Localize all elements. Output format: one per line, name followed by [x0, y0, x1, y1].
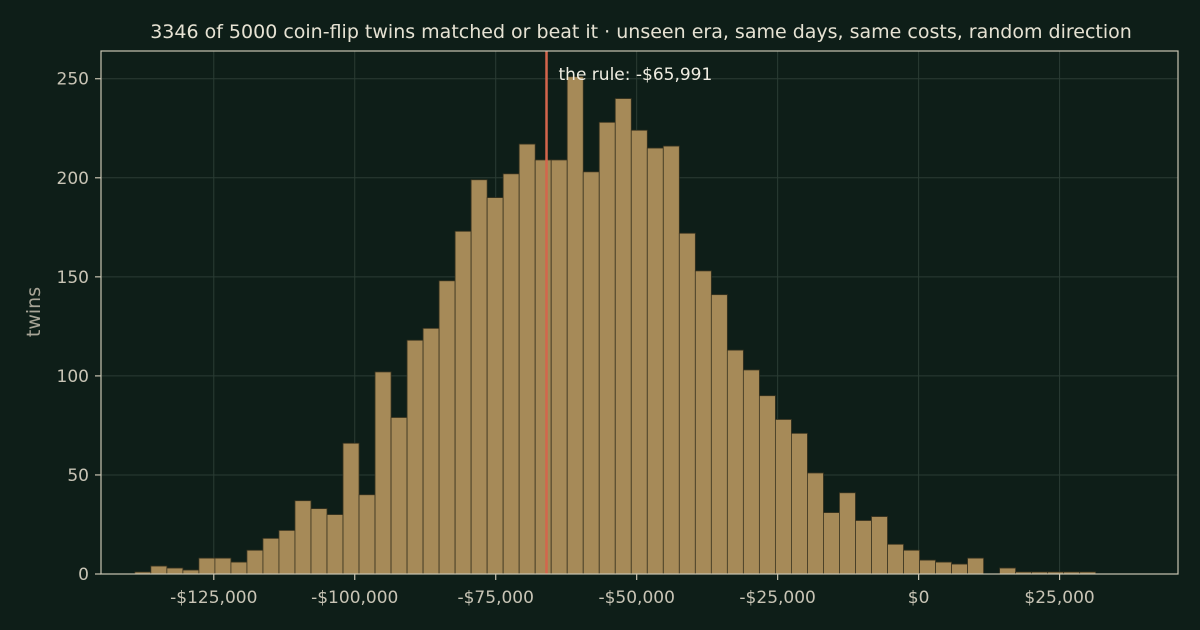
histogram-bar: [678, 232, 696, 575]
histogram-bar: [951, 563, 968, 575]
histogram-bar: [855, 520, 872, 575]
histogram-bar: [614, 98, 632, 575]
histogram-bar: [550, 159, 568, 575]
histogram-bar: [406, 339, 424, 575]
histogram-bar: [582, 171, 600, 575]
x-tick-label: -$50,000: [598, 588, 674, 608]
histogram-bar: [246, 549, 264, 575]
histogram-bar: [630, 129, 648, 575]
y-axis-ticks: 0 50 100 150 200 250: [57, 70, 101, 585]
histogram-bar: [662, 145, 680, 575]
histogram-bar: [967, 557, 984, 575]
y-tick-label: 50: [67, 466, 89, 486]
histogram-bar: [150, 565, 168, 575]
histogram-bar: [342, 442, 360, 575]
histogram-bar: [214, 557, 232, 575]
x-tick-label: -$75,000: [457, 588, 533, 608]
histogram-bar: [807, 472, 824, 575]
histogram-bar: [294, 500, 312, 575]
histogram-bar: [726, 349, 744, 575]
histogram-bars: [134, 76, 1097, 575]
histogram-bar: [502, 173, 520, 575]
histogram-bar: [518, 143, 536, 575]
x-tick-label: -$100,000: [311, 588, 398, 608]
histogram-bar: [887, 543, 904, 575]
histogram-bar: [823, 512, 840, 575]
histogram-bar: [694, 270, 712, 575]
histogram-bar: [935, 561, 952, 575]
histogram-bar: [742, 369, 760, 575]
rule-annotation: the rule: -$65,991: [559, 65, 713, 85]
y-tick-label: 150: [57, 268, 89, 288]
x-tick-label: -$25,000: [739, 588, 815, 608]
histogram-bar: [390, 417, 408, 575]
y-axis-label: twins: [23, 287, 45, 337]
histogram-bar: [358, 494, 376, 575]
histogram-bar: [470, 179, 488, 575]
histogram-bar: [278, 530, 296, 575]
x-axis-ticks: -$125,000 -$100,000 -$75,000 -$50,000 -$25,0…: [170, 574, 1095, 608]
x-tick-label: $25,000: [1024, 588, 1094, 608]
y-tick-label: 100: [57, 367, 89, 387]
histogram-bar: [871, 516, 888, 575]
histogram-bar: [230, 561, 248, 575]
histogram-bar: [262, 537, 280, 575]
histogram-bar: [999, 567, 1017, 575]
histogram-bar: [326, 514, 344, 575]
histogram-bar: [310, 508, 328, 575]
histogram-bar: [374, 371, 392, 575]
histogram-bar: [438, 280, 456, 575]
histogram-bar: [166, 567, 184, 575]
histogram-bar: [774, 419, 792, 575]
rule-marker: the rule: -$65,991: [545, 51, 713, 574]
histogram-bar: [791, 432, 808, 575]
histogram-bar: [486, 197, 504, 575]
histogram-bar: [839, 492, 856, 575]
histogram-bar: [422, 327, 440, 575]
histogram-bar: [758, 395, 776, 575]
y-tick-label: 250: [57, 70, 89, 90]
x-tick-label: -$125,000: [170, 588, 257, 608]
y-tick-label: 0: [78, 565, 89, 585]
histogram-bar: [903, 549, 920, 575]
chart-title: 3346 of 5000 coin-flip twins matched or …: [150, 21, 1132, 43]
histogram-bar: [710, 294, 728, 575]
histogram-bar: [646, 147, 664, 575]
histogram-bar: [598, 121, 616, 575]
histogram-bar: [534, 159, 552, 575]
histogram-bar: [198, 557, 216, 575]
histogram-bar: [566, 76, 584, 575]
y-tick-label: 200: [57, 169, 89, 189]
histogram-bar: [454, 230, 472, 575]
x-tick-label: $0: [908, 588, 930, 608]
histogram-bar: [919, 559, 936, 575]
plot-frame: [100, 50, 1179, 575]
